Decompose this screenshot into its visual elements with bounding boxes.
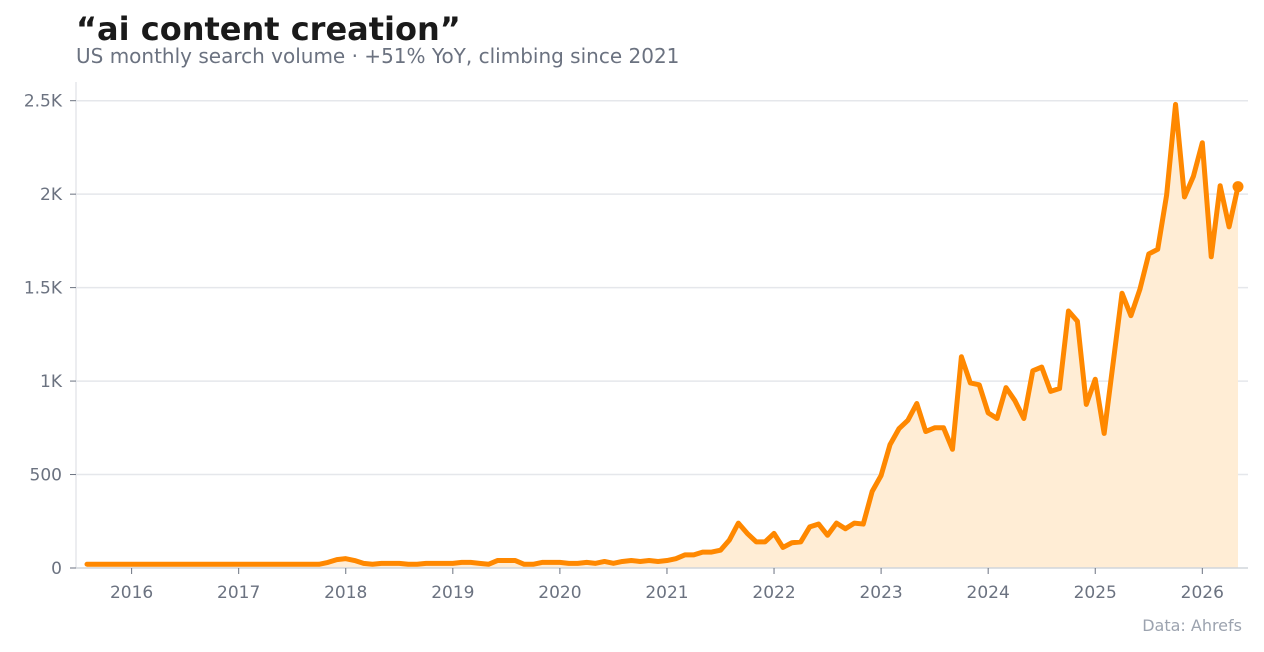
x-tick-label: 2020	[538, 583, 581, 603]
x-tick-label: 2024	[967, 583, 1010, 603]
y-tick-label: 2.5K	[24, 92, 63, 112]
line-layer	[84, 101, 1241, 567]
x-tick-label: 2023	[859, 583, 902, 603]
y-axis-ticks: 0 500 1K 1.5K 2K 2.5K	[24, 92, 76, 579]
x-tick-label: 2022	[752, 583, 795, 603]
data-source: Data: Ahrefs	[1142, 616, 1242, 635]
grid-lines	[76, 99, 1248, 476]
area-layer	[87, 104, 1238, 569]
x-tick-label: 2016	[110, 583, 153, 603]
x-axis-ticks: 2016 2017 2018 2019 2020 2021 2022 2023 2024 2025…	[110, 568, 1224, 603]
points-layer	[1232, 181, 1244, 193]
chart-subtitle: US monthly search volume · +51% YoY, cli…	[76, 44, 680, 68]
x-tick-label: 2018	[324, 583, 367, 603]
series-area	[87, 104, 1238, 569]
axes	[75, 82, 1248, 569]
x-tick-label: 2021	[645, 583, 688, 603]
series-line	[84, 101, 1241, 567]
x-tick-label: 2019	[431, 583, 474, 603]
x-tick-label: 2025	[1074, 583, 1117, 603]
y-tick-label: 1K	[40, 372, 63, 392]
x-tick-label: 2026	[1181, 583, 1224, 603]
y-tick-label: 1.5K	[24, 279, 63, 299]
x-tick-label: 2017	[217, 583, 260, 603]
y-tick-label: 2K	[40, 185, 63, 205]
chart-title: “ai content creation”	[76, 10, 461, 48]
y-tick-label: 0	[51, 559, 62, 579]
y-tick-label: 500	[30, 466, 62, 486]
last-point-marker	[1232, 181, 1244, 193]
